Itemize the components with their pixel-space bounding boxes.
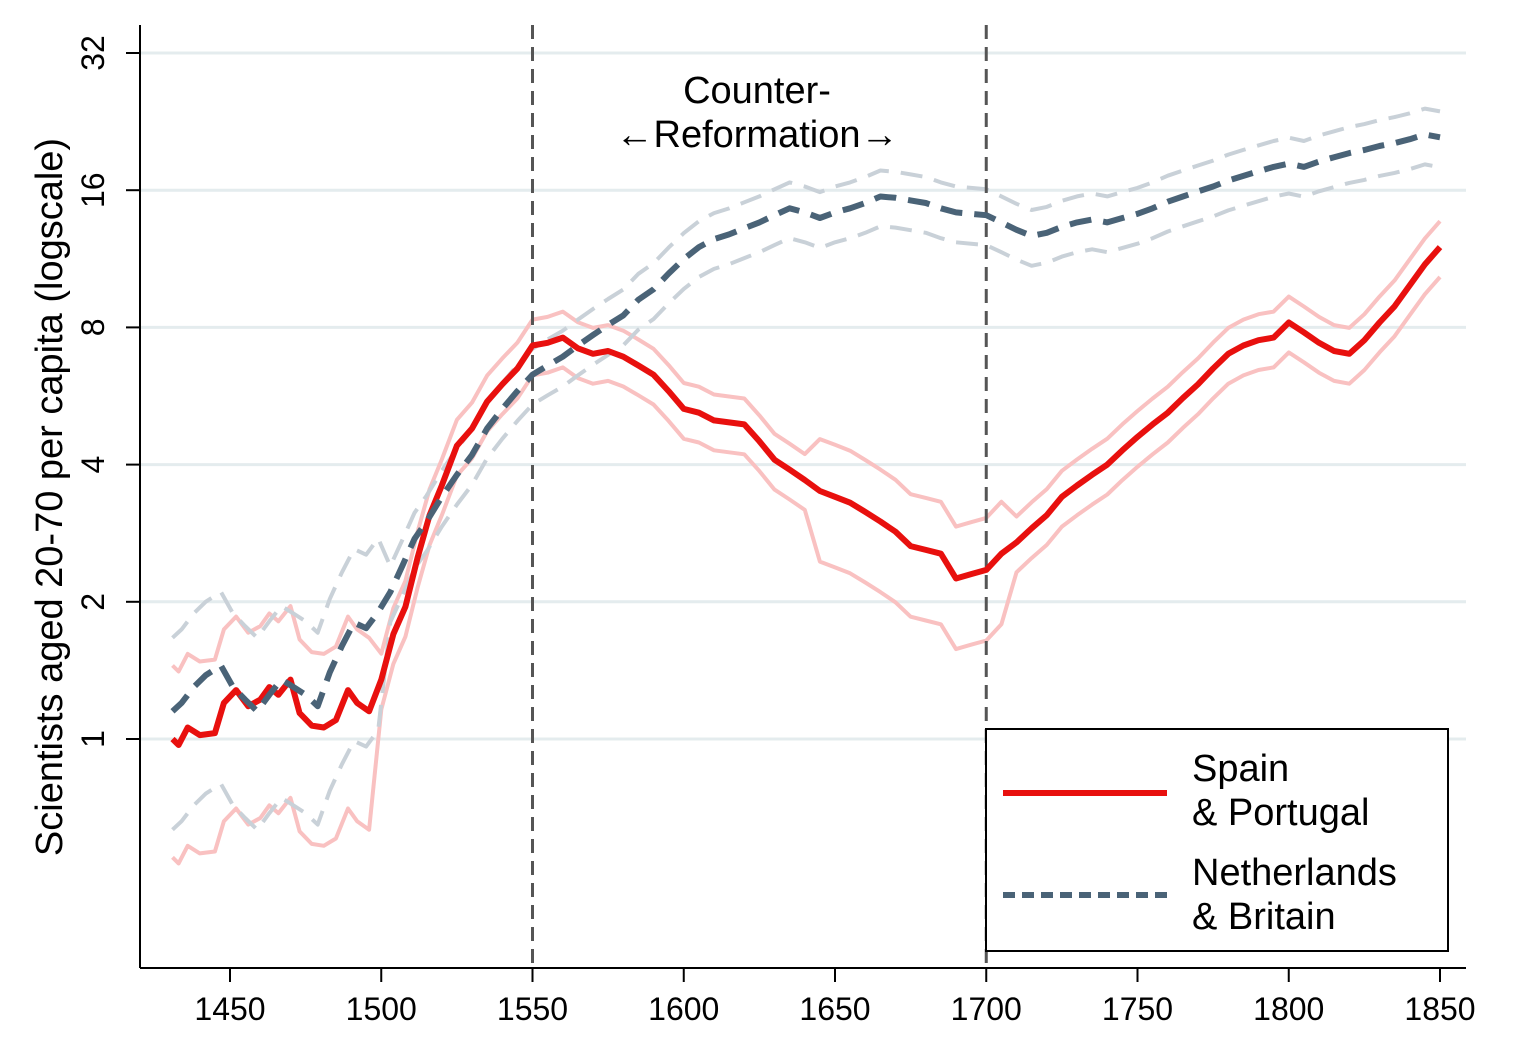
ci-upper-line xyxy=(171,219,1442,674)
legend-label-line2: & Britain xyxy=(1192,896,1336,938)
x-tick-label: 1750 xyxy=(1102,991,1173,1027)
x-tick-label: 1600 xyxy=(648,991,719,1027)
legend-label-line1: Netherlands xyxy=(1192,852,1397,894)
y-tick-label: 8 xyxy=(75,319,111,337)
ci-lower-line xyxy=(171,275,1442,866)
y-tick-label: 2 xyxy=(75,593,111,611)
x-tick-label: 1450 xyxy=(194,991,265,1027)
annotation-line2: ←Reformation→ xyxy=(616,114,899,156)
legend-swatch-solid xyxy=(1003,790,1167,796)
y-tick-label: 16 xyxy=(75,172,111,208)
series-lines xyxy=(170,131,1443,748)
x-tick-label: 1800 xyxy=(1253,991,1324,1027)
confidence-bands xyxy=(171,106,1442,866)
x-tick-label: 1500 xyxy=(346,991,417,1027)
x-tick-label: 1550 xyxy=(497,991,568,1027)
y-axis-label: Scientists aged 20-70 per capita (logsca… xyxy=(29,138,71,856)
y-tick-label: 4 xyxy=(75,456,111,474)
series-line-spain-portugal xyxy=(170,245,1443,748)
legend-label-line2: & Portugal xyxy=(1192,792,1370,834)
legend-swatch-dashed xyxy=(1003,892,1167,898)
legend-label-line1: Spain xyxy=(1192,748,1290,790)
y-tick-label: 1 xyxy=(75,730,111,748)
reference-lines xyxy=(531,25,988,968)
annotation: Counter- ←Reformation→ xyxy=(616,70,899,156)
x-tick-label: 1850 xyxy=(1404,991,1475,1027)
ci-lower-line xyxy=(171,162,1441,832)
axes: 1 2 4 8 16 32 1450 1500 1550 1600 1650 1700 1750 1800… xyxy=(75,25,1476,1027)
annotation-line1: Counter- xyxy=(683,70,831,112)
y-tick-label: 32 xyxy=(75,35,111,71)
x-tick-label: 1700 xyxy=(951,991,1022,1027)
x-tick-label: 1650 xyxy=(799,991,870,1027)
series-line-netherlands-britain xyxy=(170,131,1441,715)
ci-upper-line xyxy=(171,106,1441,640)
legend: Spain & Portugal Netherlands & Britain xyxy=(985,728,1449,952)
